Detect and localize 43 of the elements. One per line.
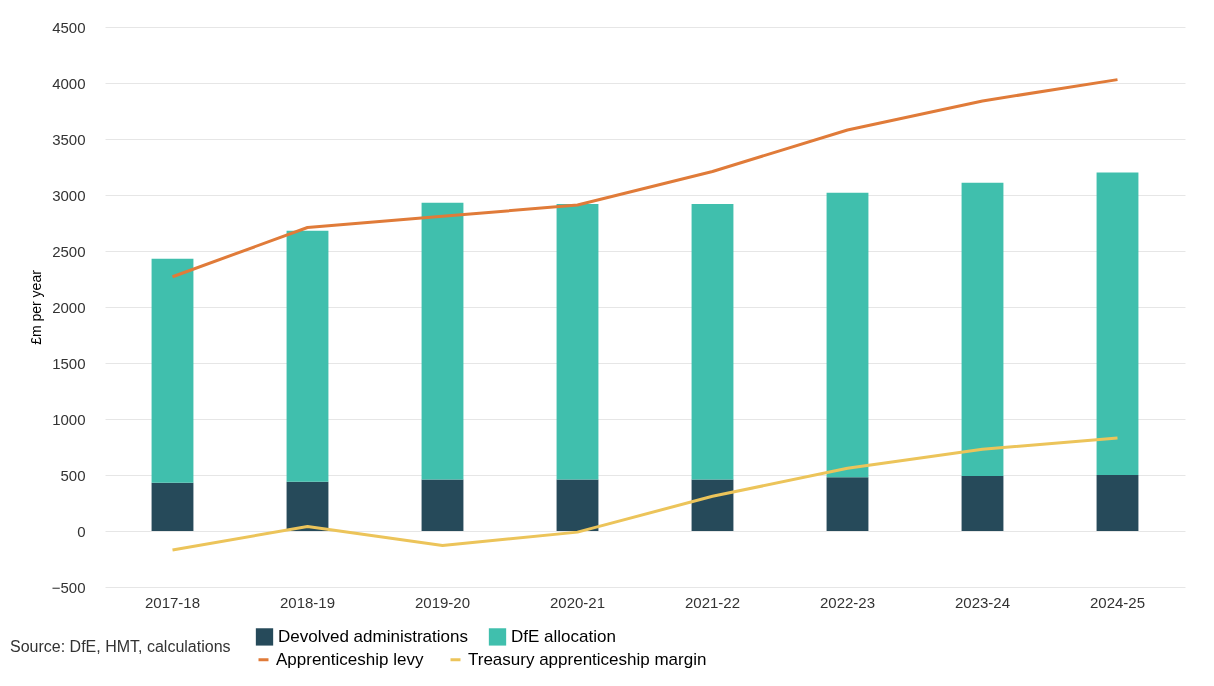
- x-tick-label: 2021-22: [684, 593, 741, 611]
- bar: [961, 182, 1004, 477]
- bar: [826, 477, 869, 531]
- y-tick-label: 2500: [52, 242, 86, 260]
- legend-label: Treasury apprenticeship margin: [468, 649, 707, 669]
- y-tick-label: 1000: [52, 410, 86, 428]
- x-tick-label: 2020-21: [549, 593, 606, 611]
- bar: [151, 482, 194, 531]
- bar: [556, 479, 599, 531]
- x-tick-label: 2019-20: [414, 593, 471, 611]
- legend-label: DfE allocation: [511, 626, 616, 646]
- bar: [421, 202, 464, 480]
- y-tick-label: 4000: [52, 74, 86, 92]
- legend-label: Devolved administrations: [278, 626, 468, 646]
- y-tick-label: 2000: [52, 298, 86, 316]
- y-tick-label: −500: [51, 578, 86, 596]
- bar: [286, 481, 329, 531]
- bar: [1096, 475, 1139, 531]
- bar: [151, 258, 194, 483]
- y-axis-title: £m per year: [27, 269, 44, 345]
- line-series: [171, 78, 1119, 279]
- bar: [556, 203, 599, 480]
- y-tick-label: 3500: [52, 130, 86, 148]
- bar: [961, 476, 1004, 531]
- bar: [1096, 172, 1139, 475]
- x-tick-label: 2022-23: [819, 593, 876, 611]
- source-note: Source: DfE, HMT, calculations: [10, 638, 231, 655]
- y-tick-label: 4500: [52, 18, 86, 36]
- x-tick-label: 2017-18: [144, 593, 201, 611]
- bar: [691, 203, 734, 480]
- y-tick-label: 0: [77, 522, 86, 540]
- bar: [286, 230, 329, 482]
- y-tick-label: 3000: [52, 186, 86, 204]
- y-tick-label: 500: [60, 466, 86, 484]
- line-series: [171, 436, 1119, 552]
- bar: [826, 192, 869, 478]
- x-tick-label: 2018-19: [279, 593, 336, 611]
- bar: [691, 479, 734, 531]
- x-tick-label: 2024-25: [1089, 593, 1146, 611]
- x-tick-label: 2023-24: [954, 593, 1011, 611]
- legend-label: Apprenticeship levy: [276, 649, 424, 669]
- y-tick-label: 1500: [52, 354, 86, 372]
- bar: [421, 479, 464, 531]
